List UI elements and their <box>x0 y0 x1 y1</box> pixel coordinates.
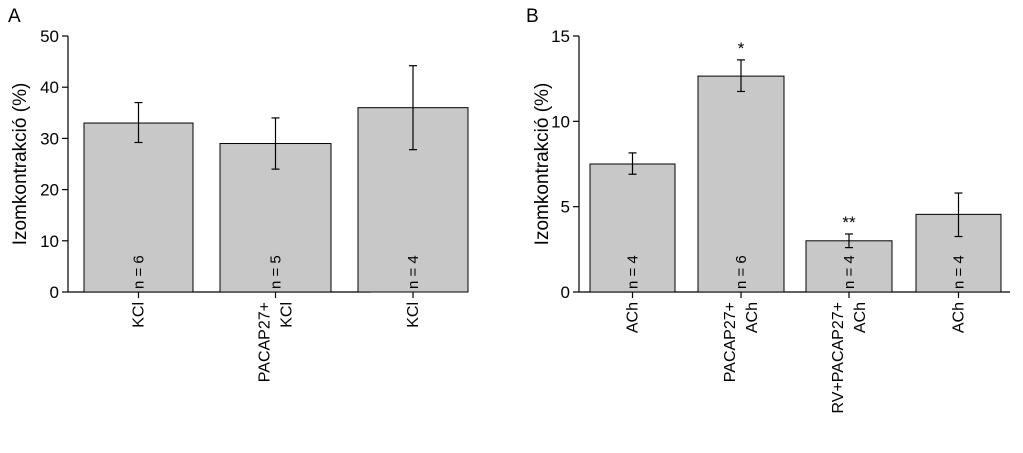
panel-label: A <box>8 6 21 27</box>
n-label: n = 4 <box>841 255 858 289</box>
bar <box>697 75 785 293</box>
x-tick-label: KCl <box>405 302 422 328</box>
x-tick-label: PACAP27+ <box>257 302 274 382</box>
n-label: n = 6 <box>131 255 148 289</box>
y-tick-label: 0 <box>561 283 570 302</box>
n-label: n = 4 <box>951 255 968 289</box>
panel-b: B 0 5 10 15 Izomkontrakció (%) n = 4 ACh * n = 6 P… <box>526 6 1010 413</box>
panel-a: A 0 10 20 30 40 50 Izomkontrakció (%) n = 6 KCl n … <box>8 6 469 382</box>
y-tick-label: 50 <box>40 27 59 46</box>
significance-marker: ** <box>842 213 856 232</box>
x-tick-label: KCl <box>131 302 148 328</box>
y-tick-label: 20 <box>40 181 59 200</box>
x-tick-label: ACh <box>625 302 642 333</box>
bar <box>805 240 893 293</box>
x-tick-label: RV+PACAP27+ <box>830 302 847 413</box>
bar <box>83 122 194 293</box>
y-tick-label: 0 <box>50 283 59 302</box>
y-axis-title: Izomkontrakció (%) <box>532 83 553 246</box>
y-tick-label: 15 <box>551 27 570 46</box>
y-axis-title: Izomkontrakció (%) <box>10 83 31 246</box>
bar <box>589 163 676 293</box>
x-tick-label: ACh <box>744 302 761 333</box>
y-tick-label: 5 <box>561 198 570 217</box>
y-tick-label: 10 <box>40 232 59 251</box>
x-tick-label: PACAP27+ <box>722 302 739 382</box>
n-label: n = 4 <box>405 255 422 289</box>
y-tick-label: 30 <box>40 129 59 148</box>
x-tick-label: KCl <box>279 302 296 328</box>
y-tick-label: 10 <box>551 112 570 131</box>
x-tick-label: ACh <box>951 302 968 333</box>
significance-marker: * <box>738 39 745 58</box>
y-tick-label: 40 <box>40 78 59 97</box>
n-label: n = 5 <box>268 255 285 289</box>
n-label: n = 6 <box>733 255 750 289</box>
n-label: n = 4 <box>625 255 642 289</box>
panel-label: B <box>526 6 539 27</box>
x-tick-label: ACh <box>852 302 869 333</box>
